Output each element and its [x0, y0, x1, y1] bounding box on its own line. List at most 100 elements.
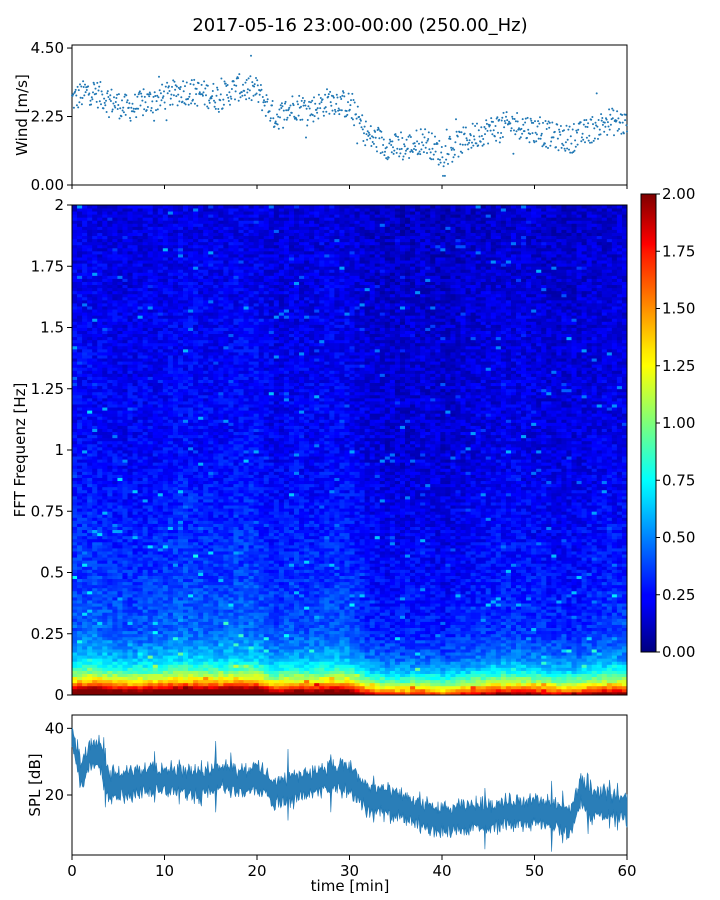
spectrogram-cell — [142, 621, 149, 625]
spectrogram-cell — [82, 679, 88, 684]
spectrogram-cell — [616, 600, 623, 604]
spectrogram-cell — [223, 667, 229, 671]
spectrogram-cell — [112, 652, 118, 656]
spectrogram-cell — [410, 612, 416, 616]
spectrogram-cell — [460, 667, 466, 671]
spectrogram-cell — [324, 615, 330, 619]
wind-point — [556, 137, 559, 140]
spectrogram-cell — [142, 633, 149, 638]
spectrogram-cell — [137, 615, 144, 619]
spectrogram-cell — [399, 667, 406, 671]
spectrogram-cell — [364, 584, 371, 589]
spectrogram-cell — [198, 639, 204, 644]
spectrogram-cell — [97, 642, 103, 647]
spectrogram-cell — [415, 581, 421, 586]
spectrogram-cell — [364, 630, 371, 635]
spectrogram-cell — [288, 612, 295, 616]
spectrogram-cell — [248, 581, 255, 586]
spectrogram-cell — [435, 691, 441, 696]
spectrogram-cell — [314, 581, 320, 586]
spectrogram-cell — [621, 636, 628, 641]
spectrogram-cell — [157, 633, 164, 638]
spectrogram-cell — [107, 618, 113, 622]
spectrogram-cell — [228, 609, 234, 613]
spectrogram-cell — [500, 664, 507, 668]
spectrogram-cell — [516, 624, 522, 629]
spectrogram-cell — [339, 664, 345, 668]
spectrogram-cell — [531, 618, 537, 622]
spectrogram-cell — [72, 676, 78, 681]
spectrogram-cell — [213, 682, 219, 687]
spectrogram-cell — [324, 661, 330, 665]
spectrogram-cell — [198, 667, 204, 671]
spectrogram-cell — [470, 679, 477, 684]
spectrogram-cell — [581, 655, 588, 659]
spectrogram-cell — [273, 633, 280, 638]
spectrogram-cell — [510, 661, 517, 665]
spectrogram-cell — [354, 597, 360, 601]
spectrogram-cell — [238, 652, 244, 656]
spectrogram-cell — [334, 639, 340, 644]
spectrogram-cell — [410, 600, 416, 604]
spectrogram-cell — [248, 636, 255, 641]
wind-point — [190, 79, 193, 82]
spectrogram-cell — [410, 649, 416, 653]
wind-point — [426, 152, 428, 154]
spectrogram-cell — [294, 603, 300, 607]
spectrogram-cell — [157, 627, 164, 632]
wind-point — [388, 142, 391, 145]
spectrogram-cell — [314, 609, 320, 613]
spectrogram-cell — [77, 646, 83, 650]
spectrogram-cell — [193, 661, 199, 665]
spectrogram-cell — [92, 636, 98, 641]
spectrogram-cell — [536, 590, 542, 595]
spectrogram-cell — [394, 606, 401, 610]
spectrogram-cell — [283, 581, 290, 586]
spectrogram-cell — [440, 597, 446, 601]
spectrogram-cell — [440, 584, 446, 589]
spectrogram-cell — [384, 584, 391, 589]
spectrogram-cell — [82, 661, 88, 665]
spectrogram-cell — [531, 597, 537, 601]
spectrogram-cell — [611, 664, 618, 668]
spectrogram-cell — [374, 593, 381, 598]
spectrogram-cell — [490, 646, 497, 650]
spectrogram-cell — [137, 581, 144, 586]
wind-point — [477, 144, 480, 147]
spectrogram-cell — [107, 633, 113, 638]
spectrogram-cell — [349, 627, 355, 632]
spectrogram-cell — [536, 587, 542, 592]
spectrogram-cell — [137, 593, 144, 598]
spectrogram-cell — [344, 615, 350, 619]
spectrogram-cell — [258, 670, 265, 674]
spectrogram-cell — [162, 621, 169, 625]
spectrogram-cell — [208, 670, 214, 674]
wind-point — [451, 147, 454, 150]
spectrogram-cell — [364, 652, 371, 656]
wind-point — [213, 99, 215, 102]
spectrogram-cell — [132, 633, 138, 638]
spectrogram-cell — [531, 676, 537, 681]
wind-point — [253, 83, 256, 86]
spectrogram-cell — [369, 642, 376, 647]
spectrogram-cell — [354, 685, 360, 690]
spectrogram-cell — [122, 649, 128, 653]
wind-point — [100, 90, 103, 93]
spectrogram-cell — [97, 639, 103, 644]
spectrogram-cell — [248, 642, 255, 647]
spectrogram-cell — [505, 646, 512, 650]
spectrogram-cell — [536, 593, 542, 598]
wind-point — [534, 120, 536, 123]
spectrogram-cell — [495, 593, 502, 598]
wind-point — [584, 125, 587, 128]
spectrogram-cell — [233, 584, 239, 589]
spectrogram-cell — [233, 658, 239, 662]
wind-point — [134, 93, 136, 96]
spectrogram-cell — [263, 609, 270, 613]
spectrogram-cell — [223, 621, 229, 625]
wind-point — [198, 91, 201, 94]
spectrogram-cell — [314, 676, 320, 681]
spectrogram-cell — [495, 676, 502, 681]
spectrogram-cell — [394, 633, 401, 638]
spectrogram-cell — [420, 587, 426, 592]
